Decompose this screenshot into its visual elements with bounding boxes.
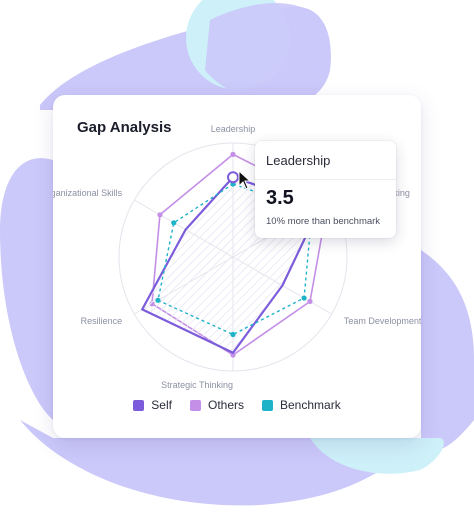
series-others-point (230, 151, 236, 157)
series-benchmark-point (155, 297, 161, 303)
legend-label-benchmark: Benchmark (280, 398, 341, 412)
series-others-point (307, 298, 313, 305)
tooltip-value: 3.5 (266, 187, 294, 209)
chart-legend: Self Others Benchmark (53, 398, 421, 412)
series-others-point (157, 212, 163, 218)
radar-axis-label: Leadership (211, 124, 256, 134)
radar-chart: LeadershipDecision MakingTeam Developmen… (53, 124, 421, 390)
mouse-pointer-icon (238, 170, 252, 190)
legend-item-benchmark[interactable]: Benchmark (262, 398, 341, 412)
legend-item-others[interactable]: Others (189, 398, 244, 412)
purple-blob-top-extra (205, 3, 324, 101)
data-tooltip: Leadership 3.5 10% more than benchmark (255, 141, 396, 238)
purple-blob-left (0, 158, 53, 420)
series-others-point (230, 352, 236, 358)
tooltip-title: Leadership (266, 153, 331, 168)
series-benchmark-point (171, 220, 177, 226)
card-title: Gap Analysis (77, 119, 172, 136)
legend-swatch-others (189, 399, 201, 411)
tooltip-subtitle: 10% more than benchmark (266, 216, 381, 227)
tooltip-divider (255, 179, 396, 180)
legend-swatch-self (133, 399, 145, 411)
radar-axis-label: Organizational Skills (53, 188, 123, 198)
highlight-point-marker (227, 171, 239, 184)
blue-blob-bottom-right (310, 438, 444, 474)
legend-item-self[interactable]: Self (133, 398, 172, 412)
radar-axis-label: Team Development (344, 316, 421, 326)
radar-axis-label: Strategic Thinking (161, 380, 233, 390)
series-benchmark-point (230, 331, 236, 338)
purple-blob-right (421, 250, 474, 451)
legend-label-others: Others (207, 398, 244, 412)
legend-swatch-benchmark (262, 399, 273, 411)
radar-axis-label: Resilience (81, 316, 123, 326)
legend-label-self: Self (151, 398, 172, 412)
series-benchmark-point (301, 295, 307, 301)
